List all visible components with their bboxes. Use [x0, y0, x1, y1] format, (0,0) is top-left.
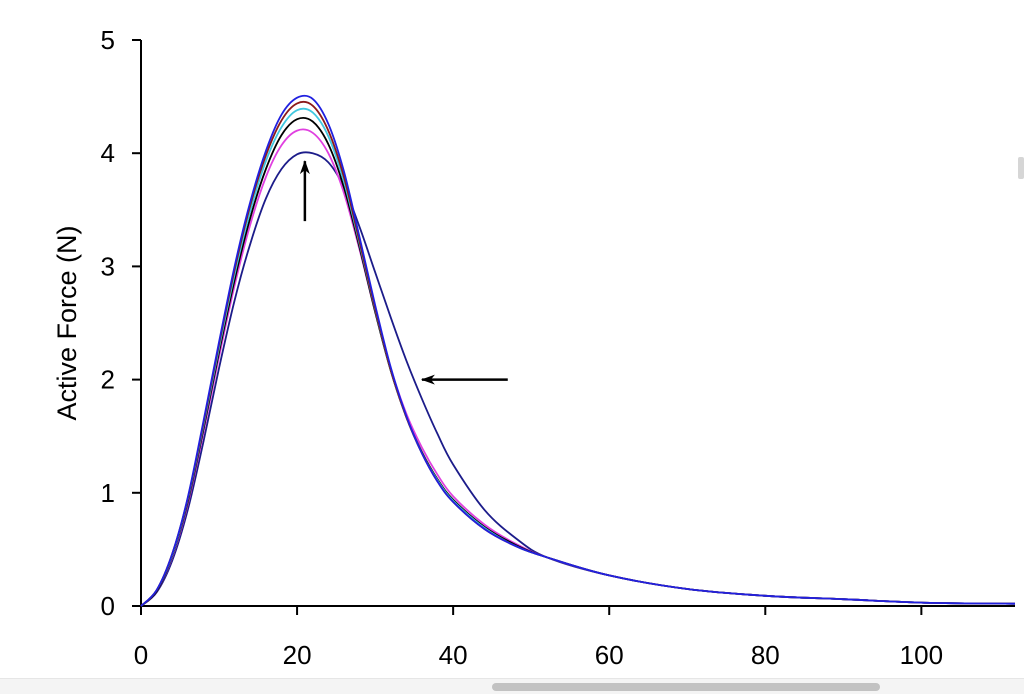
scroll-handle[interactable]	[1018, 157, 1024, 179]
x-tick-label: 0	[134, 640, 148, 670]
x-tick-label: 80	[751, 640, 780, 670]
y-tick-label: 4	[101, 138, 115, 168]
x-tick-label: 100	[900, 640, 943, 670]
y-axis-title: Active Force (N)	[52, 225, 82, 420]
scrollbar-thumb[interactable]	[492, 683, 880, 691]
horizontal-scrollbar[interactable]	[0, 678, 1024, 694]
series-line-1	[140, 151, 1016, 607]
x-tick-label: 20	[283, 640, 312, 670]
series-group	[140, 94, 1016, 607]
y-tick-label: 0	[101, 591, 115, 621]
x-tick-label: 60	[595, 640, 624, 670]
y-tick-label: 5	[101, 25, 115, 55]
x-tick-label: 40	[439, 640, 468, 670]
annotations	[299, 160, 508, 385]
series-line-6	[140, 94, 1016, 607]
y-tick-label: 3	[101, 251, 115, 281]
series-line-2	[140, 128, 1016, 607]
series-line-3	[140, 116, 1016, 607]
axes: 0 1 2 3 4 5 0 20 40 60 80 100	[101, 25, 1015, 670]
y-tick-label: 1	[101, 478, 115, 508]
series-line-5	[140, 100, 1016, 607]
y-tick-label: 2	[101, 365, 115, 395]
